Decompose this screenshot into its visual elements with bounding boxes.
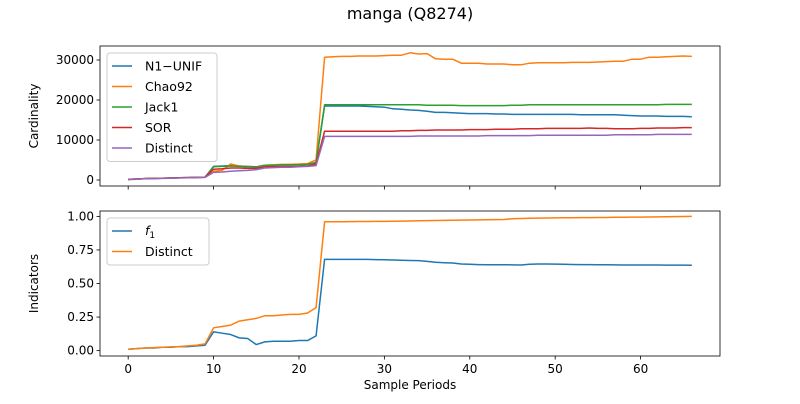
axes-frame [99, 45, 721, 187]
y-tick-label: 0.25 [67, 310, 94, 324]
x-tick-label: 0 [124, 362, 132, 376]
legend-label: Chao92 [145, 79, 193, 94]
series-line-2-2 [128, 215, 692, 351]
y-axis-label: Indicators [27, 254, 41, 313]
y-tick-label: 0.75 [67, 243, 94, 257]
series-line-1-4 [128, 126, 692, 181]
legend-box [106, 52, 218, 162]
y-tick-label: 20000 [56, 93, 94, 107]
series-line-1-3 [128, 103, 692, 181]
legend: f1 Distinct [106, 217, 210, 266]
series-line-1-5 [128, 133, 692, 181]
x-tick-label: 30 [377, 362, 392, 376]
legend-box [106, 217, 210, 266]
x-tick-label: 60 [633, 362, 648, 376]
y-tick-label: 1.00 [67, 209, 94, 223]
series-line-1-2 [128, 52, 692, 181]
legend-label: Distinct [145, 141, 193, 156]
legend-label: SOR [145, 120, 172, 135]
y-tick-label: 10000 [56, 133, 94, 147]
legend-label: Jack1 [144, 100, 178, 115]
x-tick-label: 20 [291, 362, 306, 376]
y-tick-label: 0.50 [67, 277, 94, 291]
figure-title: manga (Q8274) [347, 4, 473, 23]
chart-panel-2: 0 10 20 30 40 50 60 0.00 0.25 0.50 0.75 1.00 Indicat… [27, 209, 721, 392]
x-axis-label: Sample Periods [364, 378, 456, 392]
y-axis-label: Cardinality [27, 84, 41, 149]
x-tick-label: 40 [462, 362, 477, 376]
legend-label: N1−UNIF [145, 59, 202, 74]
chart-panel-1: 0 10000 20000 30000 Cardinality N1−UNIF Chao92… [27, 45, 721, 190]
x-tick-label: 10 [206, 362, 221, 376]
y-tick-label: 0 [86, 173, 94, 187]
y-tick-label: 30000 [56, 53, 94, 67]
legend: N1−UNIF Chao92 Jack1 SOR Distinct [106, 52, 218, 162]
panels: 0 10000 20000 30000 Cardinality N1−UNIF Chao92… [27, 45, 721, 392]
legend-label-main: f [145, 223, 151, 238]
legend-label-subscript: 1 [149, 231, 155, 241]
series-line-2-1 [128, 258, 692, 351]
y-tick-label: 0.00 [67, 344, 94, 358]
legend-label: Distinct [145, 244, 193, 259]
x-tick-label: 50 [548, 362, 563, 376]
legend-label: f1 [145, 223, 155, 241]
